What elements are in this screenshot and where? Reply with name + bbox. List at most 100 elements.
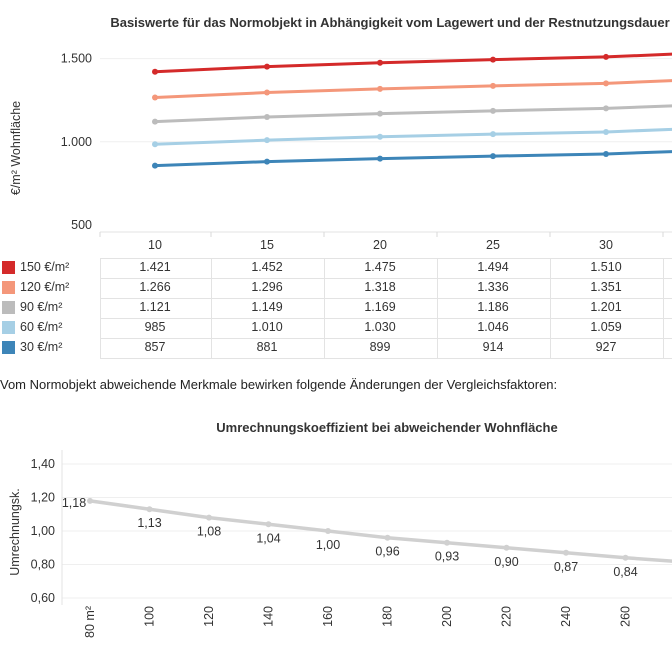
bottom-chart-x-tick-label: 200 (440, 606, 454, 627)
table-cell: 1.266 (139, 280, 171, 294)
bottom-chart-x-tick-label: 180 (381, 606, 395, 627)
table-row: 30 €/m² 857 881 899 914 927 (0, 338, 672, 358)
top-chart-x-tick-label: 15 (260, 238, 274, 252)
top-chart-x-tick-label: 25 (486, 238, 500, 252)
table-column-divider (211, 258, 212, 358)
top-chart-data-point (603, 80, 609, 87)
bottom-chart-data-point (87, 497, 93, 504)
table-row-divider (100, 318, 672, 319)
top-chart-y-tick-label: 1.000 (61, 135, 92, 149)
top-chart-data-point (377, 133, 383, 140)
top-chart-y-axis-label: €/m² Wohnfläche (9, 101, 23, 195)
table-cell: 1.201 (590, 300, 622, 314)
bottom-chart-data-label: 1,08 (197, 525, 221, 539)
bottom-chart-y-axis-label: Umrechnungsk. (8, 488, 22, 576)
legend-label: 120 €/m² (20, 280, 70, 294)
bottom-chart-data-label: 1,00 (316, 538, 340, 552)
top-chart-data-point (603, 150, 609, 157)
table-row-divider (100, 278, 672, 279)
table-cell: 1.475 (364, 260, 396, 274)
top-chart-data-point (603, 105, 609, 112)
table-column-divider (663, 258, 664, 358)
table-cell: 1.510 (590, 260, 622, 274)
top-chart-data-point (490, 56, 496, 63)
table-row-divider (100, 298, 672, 299)
table-cell: 927 (595, 340, 617, 354)
note-text: Vom Normobjekt abweichende Merkmale bewi… (0, 377, 558, 392)
bottom-chart-x-tick-label: 260 (619, 606, 633, 627)
table-row: 150 €/m² 1.421 1.452 1.475 1.494 1.510 (0, 258, 672, 278)
top-chart-data-point (152, 141, 158, 148)
top-chart-series-line (153, 150, 672, 168)
top-chart-data-point (152, 68, 158, 75)
top-chart-data-point (377, 59, 383, 66)
top-chart-series-group (152, 52, 672, 169)
bottom-chart-data-label: 0,93 (435, 550, 459, 564)
top-chart-x-tick-label: 10 (148, 238, 162, 252)
bottom-chart-x-tick-label: 240 (559, 606, 573, 627)
top-chart-series-line (153, 79, 672, 100)
bottom-chart-x-tick-label: 140 (262, 606, 276, 627)
table-cell: 881 (256, 340, 278, 354)
table-cell: 1.046 (477, 320, 509, 334)
top-chart-data-point (152, 162, 158, 169)
table-row-divider (100, 258, 672, 259)
table-cell: 1.351 (590, 280, 622, 294)
table-cell: 985 (144, 320, 166, 334)
table-cell: 857 (144, 340, 166, 354)
bottom-chart-series-group: 1,18 1,13 1,08 1,04 1,00 0,96 0,93 0,90 0,87 0,84 (62, 496, 672, 579)
top-chart-data-point (490, 82, 496, 89)
legend-label: 150 €/m² (20, 260, 70, 274)
legend-swatch (2, 301, 15, 314)
table-cell: 1.030 (364, 320, 396, 334)
legend-label: 90 €/m² (20, 300, 63, 314)
bottom-chart-y-ticks: 0,60 0,80 1,00 1,20 1,40 (31, 457, 55, 605)
legend-swatch (2, 281, 15, 294)
table-row: 120 €/m² 1.266 1.296 1.318 1.336 1.351 (0, 278, 672, 298)
bottom-chart-x-tick-label: 160 (321, 606, 335, 627)
top-chart: Basiswerte für das Normobjekt in Abhängi… (9, 15, 672, 252)
bottom-chart-data-point (206, 514, 212, 521)
top-chart-data-point (490, 107, 496, 114)
table-cell: 1.010 (251, 320, 283, 334)
bottom-chart: Umrechnungskoeffizient bei abweichender … (8, 420, 672, 638)
top-chart-grid (99, 58, 672, 237)
bottom-chart-y-tick-label: 1,40 (31, 457, 55, 471)
table-column-divider (550, 258, 551, 358)
top-chart-data-point (152, 118, 158, 125)
bottom-chart-data-label: 0,90 (494, 555, 518, 569)
table-row: 60 €/m² 985 1.010 1.030 1.046 1.059 (0, 318, 672, 338)
top-chart-data-point (152, 94, 158, 101)
top-chart-y-tick-label: 500 (71, 218, 92, 232)
bottom-chart-grid (61, 450, 672, 605)
bottom-chart-data-point (622, 554, 629, 561)
table-cell: 1.452 (251, 260, 283, 274)
top-chart-series-line (153, 52, 672, 74)
table-cell: 1.494 (477, 260, 509, 274)
top-chart-data-point (377, 155, 383, 162)
top-chart-data-point (490, 131, 496, 138)
top-chart-data-point (264, 158, 270, 165)
bottom-chart-data-label: 1,04 (256, 531, 280, 545)
bottom-chart-y-tick-label: 0,60 (31, 591, 55, 605)
bottom-chart-data-label: 0,96 (375, 545, 399, 559)
top-chart-data-point (264, 114, 270, 121)
bottom-chart-data-label: 1,18 (62, 496, 86, 510)
bottom-chart-x-tick-label: 120 (202, 606, 216, 627)
top-chart-data-point (603, 53, 609, 60)
table-cell: 1.318 (364, 280, 396, 294)
top-chart-x-ticks: 10 15 20 25 30 (148, 238, 613, 252)
top-chart-x-tick-label: 20 (373, 238, 387, 252)
bottom-chart-y-tick-label: 1,20 (31, 491, 55, 505)
legend-swatch (2, 321, 15, 334)
table-row-divider (100, 358, 672, 359)
legend-swatch (2, 261, 15, 274)
bottom-chart-y-tick-label: 1,00 (31, 524, 55, 538)
top-chart-series-line (153, 104, 672, 124)
bottom-chart-data-point (384, 534, 391, 541)
table-cell: 1.059 (590, 320, 622, 334)
table-row: 90 €/m² 1.121 1.149 1.169 1.186 1.201 (0, 298, 672, 318)
top-chart-y-tick-label: 1.500 (61, 52, 92, 66)
table-cell: 1.296 (251, 280, 283, 294)
bottom-chart-x-tick-label: 100 (143, 606, 157, 627)
